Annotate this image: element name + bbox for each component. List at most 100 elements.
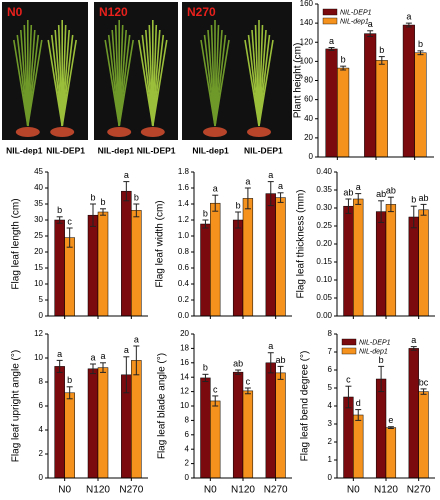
y-tick-label: 2 (185, 459, 190, 468)
significance-letter: b (418, 39, 423, 49)
photo-caption: NIL-dep1 (192, 145, 229, 155)
x-tick-label: N120 (374, 485, 398, 496)
y-tick-label: 6 (328, 365, 333, 374)
y-axis-label: Flag leaf width (cm) (155, 200, 166, 287)
y-tick-label: 12 (180, 387, 189, 396)
y-tick-label: 7 (328, 347, 333, 356)
error-bar (420, 203, 427, 216)
error-bar (202, 373, 209, 383)
y-tick-label: 8 (328, 329, 333, 338)
y-axis-label: Flag leaf thickness (mm) (296, 190, 307, 299)
photo (182, 2, 292, 140)
bar (265, 193, 276, 317)
photo-caption: NIL-dep1 (98, 145, 135, 155)
y-tick-label: 6 (39, 401, 44, 410)
legend-swatch (341, 347, 357, 355)
significance-letter: ab (233, 358, 243, 368)
legend-label: NIL-dep1 (359, 348, 388, 355)
error-bar (267, 352, 274, 374)
x-tick-label: N0 (58, 485, 71, 496)
error-bar (235, 211, 242, 229)
x-tick-label: N270 (407, 485, 431, 496)
error-bar (367, 30, 374, 38)
y-tick-label: 4 (328, 401, 333, 410)
bar (353, 414, 364, 479)
bar (121, 190, 132, 317)
bar (275, 197, 286, 317)
bar (210, 400, 221, 479)
y-axis-label: Flag leaf bend degree (°) (300, 351, 311, 462)
significance-letter: a (268, 341, 273, 351)
bar (275, 372, 286, 479)
error-bar (66, 386, 73, 400)
error-bar (212, 194, 219, 212)
significance-letter: b (90, 192, 95, 202)
significance-letter: a (213, 184, 218, 194)
y-tick-label: 10 (34, 353, 43, 362)
significance-letter: a (124, 170, 129, 180)
x-tick-label: N120 (231, 485, 255, 496)
y-tick-label: 1.6 (178, 183, 190, 192)
pot (203, 127, 227, 137)
y-tick-label: 0 (309, 152, 314, 161)
y-tick-label: 8 (39, 377, 44, 386)
y-tick-label: 160 (300, 0, 314, 8)
error-bar (420, 388, 427, 395)
y-tick-label: 1.8 (178, 167, 190, 176)
bar (200, 223, 211, 317)
y-tick-label: 16 (180, 358, 189, 367)
error-bar (212, 395, 219, 407)
y-tick-label: 14 (180, 372, 189, 381)
significance-letter: ab (376, 189, 386, 199)
error-bar (56, 359, 63, 373)
error-bar (66, 227, 73, 248)
y-tick-label: 10 (34, 279, 43, 288)
significance-letter: c (67, 216, 72, 226)
significance-letter: b (67, 375, 72, 385)
y-tick-label: 15 (34, 263, 43, 272)
bar (242, 390, 254, 479)
y-tick-label: 0.00 (316, 311, 332, 320)
y-tick-label: 3 (328, 419, 333, 428)
error-bar (277, 192, 284, 203)
significance-letter: e (388, 415, 393, 425)
error-bar (100, 362, 106, 373)
bar (87, 214, 99, 317)
significance-letter: a (90, 352, 95, 362)
significance-letter: b (236, 200, 241, 210)
error-bar (328, 47, 335, 51)
bar (375, 378, 387, 479)
y-tick-label: 1.0 (178, 231, 190, 240)
error-bar (123, 356, 130, 394)
significance-letter: a (406, 12, 411, 22)
error-bar (235, 369, 242, 375)
bar (337, 67, 350, 158)
bar (64, 237, 75, 317)
legend-swatch (341, 338, 357, 346)
legend-label: NIL-DEP1 (359, 339, 391, 346)
error-bar (345, 385, 352, 409)
error-bar (90, 203, 96, 227)
bar (64, 392, 75, 479)
plant-leaf (258, 39, 274, 127)
significance-letter: b (379, 45, 384, 55)
error-bar (267, 181, 274, 207)
bar (232, 371, 244, 479)
significance-letter: a (278, 181, 283, 191)
y-tick-label: 20 (34, 247, 43, 256)
error-bar (355, 193, 362, 205)
bar (375, 60, 388, 158)
y-tick-label: 40 (34, 183, 43, 192)
error-bar (417, 50, 424, 56)
y-tick-label: 80 (304, 76, 313, 85)
photo-caption: NIL-DEP1 (46, 145, 85, 155)
bar (414, 52, 427, 158)
significance-letter: a (411, 335, 416, 345)
y-tick-label: 60 (304, 95, 313, 104)
significance-letter: b (411, 195, 416, 205)
significance-letter: a (124, 345, 129, 355)
error-bar (345, 198, 352, 214)
bar (131, 210, 142, 317)
significance-letter: b (203, 208, 208, 218)
y-tick-label: 30 (34, 215, 43, 224)
